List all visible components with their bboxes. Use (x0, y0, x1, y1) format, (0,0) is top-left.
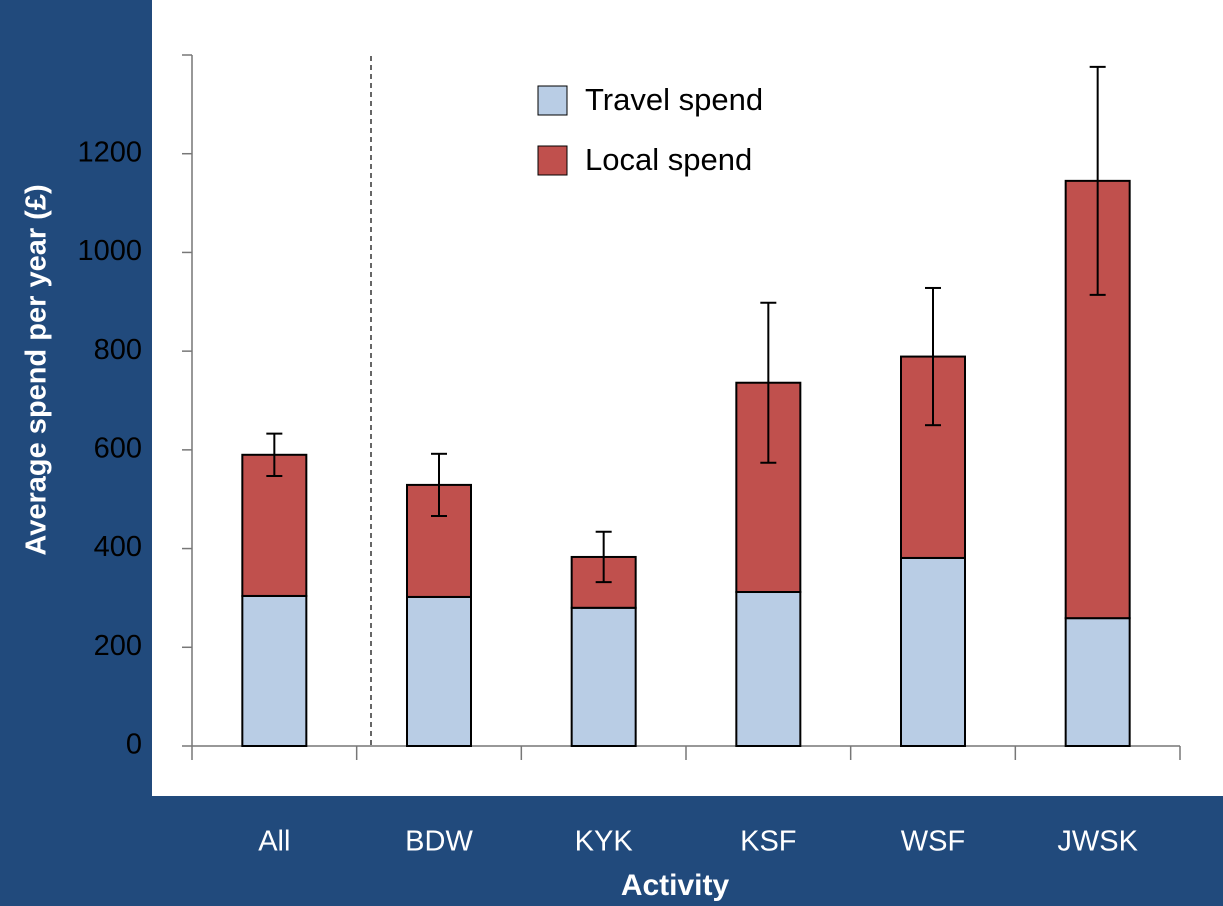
bar-segment (241, 453, 308, 597)
bar-segment (1064, 617, 1131, 747)
bar-segment (570, 606, 637, 747)
legend-label: Travel spend (585, 82, 763, 117)
y-tick-label: 600 (94, 433, 142, 465)
x-tick-label: BDW (405, 826, 473, 858)
y-tick-label: 1200 (77, 136, 142, 168)
y-tick-label: 0 (126, 729, 142, 761)
x-tick-label: All (258, 826, 290, 858)
x-tick-label: WSF (901, 826, 965, 858)
x-tick-label: KYK (575, 826, 634, 858)
y-tick-label: 200 (94, 630, 142, 662)
bar-segment (900, 556, 966, 747)
y-tick-label: 800 (94, 334, 142, 366)
bar-segment (241, 594, 308, 747)
bar-segment (735, 591, 802, 748)
legend-swatch (537, 145, 568, 176)
x-axis-label: Activity (621, 869, 730, 902)
bar-segment (406, 595, 472, 747)
y-tick-label: 400 (94, 531, 142, 563)
plot-area (152, 0, 1223, 796)
y-axis-label: Average spend per year (£) (21, 184, 53, 555)
legend-swatch (537, 85, 568, 116)
x-tick-label: KSF (740, 826, 796, 858)
y-tick-label: 1000 (77, 235, 142, 267)
legend-label: Local spend (585, 142, 752, 177)
x-tick-label: JWSK (1057, 826, 1138, 858)
